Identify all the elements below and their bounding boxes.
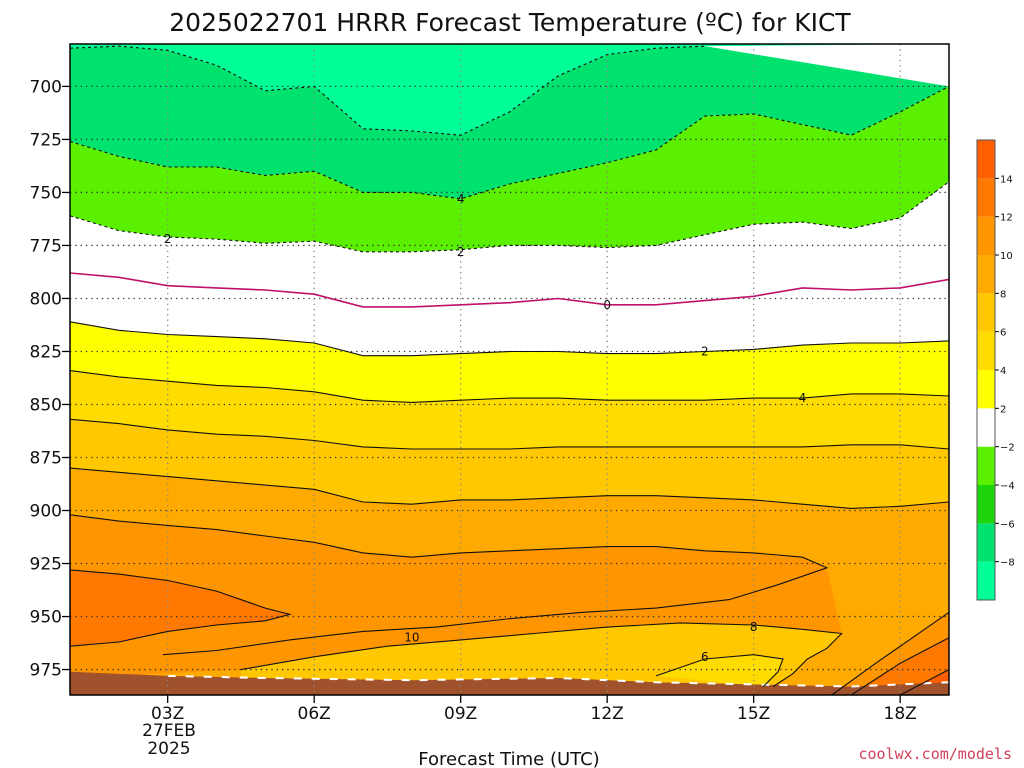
band-10-surface — [70, 567, 842, 678]
colorbar-segment — [977, 485, 995, 524]
contour-line — [70, 85, 949, 200]
x-tick-label: 15Z — [737, 704, 770, 724]
contour-line — [851, 637, 949, 695]
y-tick-label: 800 — [30, 289, 62, 309]
contour-line — [70, 321, 949, 357]
grid — [70, 44, 949, 695]
colorbar-segment — [977, 255, 995, 294]
colorbar-segment — [977, 178, 995, 217]
colorbar-tick-label: −6 — [1000, 519, 1015, 530]
colorbar-segment — [977, 523, 995, 562]
band-6-8 — [70, 419, 949, 509]
colorbar-tick-label: 8 — [1000, 289, 1006, 300]
colorbar-tick-label: 14 — [1000, 174, 1013, 185]
y-tick-label: 925 — [30, 555, 62, 575]
contour-label: 2 — [701, 344, 709, 358]
contour-line — [240, 622, 843, 687]
y-tick-label: 950 — [30, 608, 62, 628]
contour-line — [70, 370, 949, 403]
contour-label: 4 — [799, 391, 807, 405]
contour-line — [899, 669, 949, 695]
x-tick-label: 12Z — [591, 704, 624, 724]
colorbar-segment — [977, 140, 995, 179]
colorbar-segment — [977, 561, 995, 600]
y-tick-label: 775 — [30, 236, 62, 256]
contour-label: 4 — [457, 192, 465, 206]
contour-line — [70, 467, 949, 509]
y-tick-label: 875 — [30, 449, 62, 469]
contour-line — [70, 569, 292, 647]
y-tick-label: 975 — [30, 661, 62, 681]
y-tick-label: 700 — [30, 77, 62, 97]
contour-line — [70, 45, 705, 136]
contour-line — [831, 611, 949, 695]
ground — [70, 671, 949, 695]
colorbar-segment — [977, 331, 995, 370]
plot-frame — [69, 43, 950, 696]
colorbar-segment — [977, 293, 995, 332]
credit-text: coolwx.com/models — [858, 745, 1012, 763]
contour-label: 2 — [164, 232, 172, 246]
band-4-6-surface — [656, 654, 783, 687]
colorbar-tick-label: −8 — [1000, 558, 1015, 569]
colorbar-tick-label: 6 — [1000, 328, 1006, 339]
contour-line — [70, 514, 829, 656]
colorbar-tick-label: 2 — [1000, 404, 1006, 415]
colorbar-tick-label: 10 — [1000, 251, 1013, 262]
contour-label: 2 — [457, 245, 465, 259]
y-tick-label: 850 — [30, 395, 62, 415]
y-tick-label: 825 — [30, 342, 62, 362]
band-minus6-minus4 — [70, 46, 949, 199]
y-axis: 700 725 750 775 800 825 850 875 900 925 950 975 — [30, 77, 70, 681]
band-minus8-minus6 — [70, 44, 949, 136]
contour-lines — [70, 45, 949, 695]
band-minus2-2 — [70, 181, 949, 356]
colorbar-tick-label: −4 — [1000, 481, 1015, 492]
x-tick-label: 09Z — [444, 704, 477, 724]
contour-line — [70, 418, 949, 450]
chart-title: 2025022701 HRRR Forecast Temperature (ºC… — [169, 8, 851, 37]
band-12-right — [851, 637, 949, 695]
colorbar-segment — [977, 370, 995, 409]
colorbar-segment — [977, 216, 995, 255]
x-tick-label: 18Z — [884, 704, 917, 724]
band-2-4 — [70, 321, 949, 403]
x-date-label: 27FEB — [142, 721, 196, 741]
plot-fills — [70, 44, 949, 695]
y-tick-label: 725 — [30, 130, 62, 150]
contour-label: 10 — [404, 631, 419, 645]
contour-line — [655, 654, 784, 687]
band-12-14 — [70, 569, 290, 647]
contour-line — [70, 181, 949, 253]
x-tick-label: 03Z — [151, 704, 184, 724]
x-axis: 03Z 06Z 09Z 12Z 15Z 18Z — [151, 695, 917, 724]
colorbar-tick-label: −2 — [1000, 443, 1015, 454]
colorbar-segment — [977, 446, 995, 485]
x-year-label: 2025 — [147, 739, 190, 759]
colorbar-segment — [977, 408, 995, 447]
colorbar-tick-label: 12 — [1000, 213, 1013, 224]
x-axis-label: Forecast Time (UTC) — [418, 749, 599, 768]
band-minus4-minus2 — [70, 86, 949, 252]
colorbar: 14 12 10 8 6 4 2 −2 −4 −6 −8 — [976, 139, 1015, 601]
x-tick-label: 06Z — [298, 704, 331, 724]
plot-area: 4 2 2 0 2 4 10 8 6 — [69, 43, 950, 696]
contour-label: 8 — [750, 620, 758, 634]
contour-label: 0 — [603, 298, 611, 312]
colorbar-tick-label: 4 — [1000, 366, 1006, 377]
y-tick-label: 900 — [30, 502, 62, 522]
y-tick-label: 750 — [30, 183, 62, 203]
contour-label: 6 — [701, 650, 709, 664]
contour-line — [70, 272, 949, 308]
